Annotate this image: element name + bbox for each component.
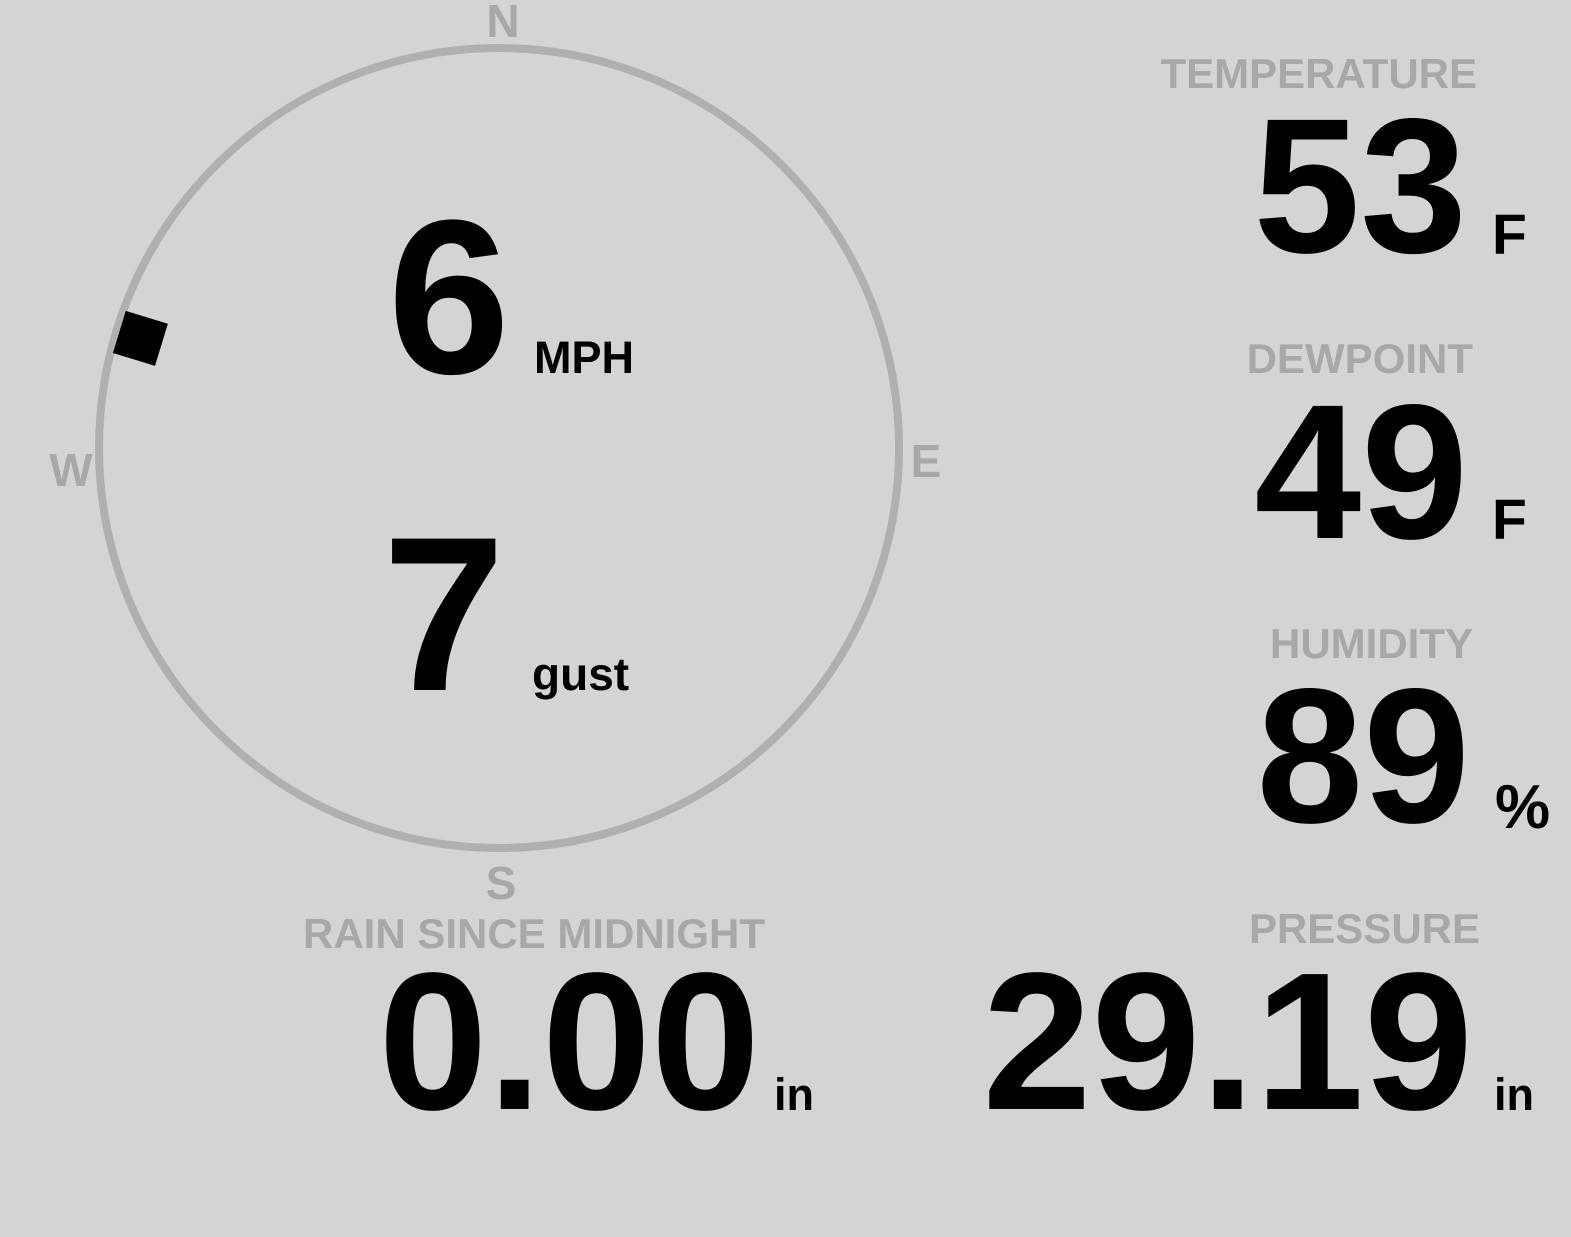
wind-speed-value: 6 xyxy=(387,174,510,420)
rain-label: RAIN SINCE MIDNIGHT xyxy=(303,910,765,957)
wind-compass-gauge xyxy=(95,44,903,852)
compass-label-south: S xyxy=(485,857,517,909)
rain-value: 0.00 xyxy=(378,932,760,1151)
dewpoint-value: 49 xyxy=(1254,364,1468,579)
compass-label-north: N xyxy=(486,0,520,47)
pressure-unit: in xyxy=(1494,1069,1534,1120)
temperature-unit: F xyxy=(1492,203,1527,267)
compass-label-west: W xyxy=(49,444,93,496)
compass-ring xyxy=(95,44,903,852)
temperature-value: 53 xyxy=(1253,78,1467,293)
wind-gust-value: 7 xyxy=(382,491,505,737)
dewpoint-unit: F xyxy=(1492,488,1527,552)
temperature-label: TEMPERATURE xyxy=(1160,50,1477,97)
wind-direction-marker xyxy=(112,310,168,366)
humidity-value: 89 xyxy=(1256,648,1470,863)
humidity-label: HUMIDITY xyxy=(1270,620,1473,667)
pressure-label: PRESSURE xyxy=(1248,905,1480,952)
wind-gust-unit: gust xyxy=(532,648,630,700)
wind-speed-unit: MPH xyxy=(534,332,634,383)
rain-unit: in xyxy=(774,1069,814,1120)
humidity-unit: % xyxy=(1495,773,1551,842)
pressure-value: 29.19 xyxy=(982,932,1473,1151)
compass-label-east: E xyxy=(910,435,942,487)
dewpoint-label: DEWPOINT xyxy=(1246,335,1473,382)
